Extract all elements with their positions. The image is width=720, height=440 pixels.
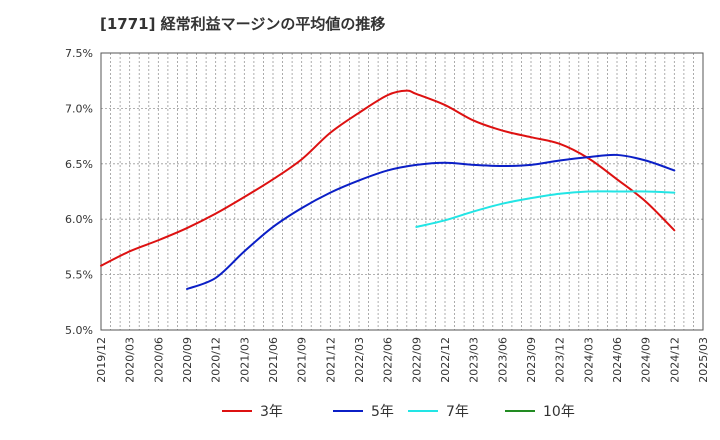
series-line-2 [186,153,676,291]
legend-label: 10年 [543,404,575,420]
x-tick-label: 2021/03 [238,337,251,383]
x-tick-label: 2024/09 [640,337,653,383]
x-tick-label: 2022/03 [353,337,366,383]
x-tick-label: 2020/09 [181,337,194,383]
plot-frame [100,52,704,331]
legend-label: 7年 [446,404,469,420]
x-tick-label: 2023/06 [496,337,509,383]
legend: 3年 5年 7年 10年 [222,404,575,420]
x-tick-label: 2020/03 [124,337,137,383]
x-tick-label: 2022/06 [382,337,395,383]
y-tick-label: 6.0% [65,213,93,226]
y-tick-label: 7.0% [65,102,93,115]
x-tick-label: 2023/12 [554,337,567,383]
x-tick-label: 2021/12 [324,337,337,383]
series-lines [100,89,676,291]
series-line-1 [100,89,676,267]
x-tick-label: 2022/12 [439,337,452,383]
legend-label: 3年 [260,404,283,420]
y-tick-label: 5.0% [65,324,93,337]
legend-label: 5年 [371,404,394,420]
x-tick-label: 2022/09 [410,337,423,383]
x-tick-label: 2021/09 [296,337,309,383]
x-tick-label: 2021/06 [267,337,280,383]
x-tick-label: 2024/12 [668,337,681,383]
y-tick-label: 6.5% [65,158,93,171]
x-tick-label: 2025/03 [697,337,710,383]
x-tick-label: 2020/12 [210,337,223,383]
x-tick-label: 2023/09 [525,337,538,383]
x-tick-label: 2020/06 [152,337,165,383]
x-tick-label: 2023/03 [468,337,481,383]
chart-title: [1771] 経常利益マージンの平均値の推移 [100,15,386,33]
axes: 7.5% 7.0% 6.5% 6.0% 5.5% 5.0%2019/12 2020/03 20… [65,47,710,383]
x-tick-label: 2024/03 [582,337,595,383]
y-tick-label: 7.5% [65,47,93,60]
x-tick-label: 2019/12 [95,337,108,383]
x-tick-label: 2024/06 [611,337,624,383]
y-tick-label: 5.5% [65,269,93,282]
series-line-3 [415,190,676,228]
